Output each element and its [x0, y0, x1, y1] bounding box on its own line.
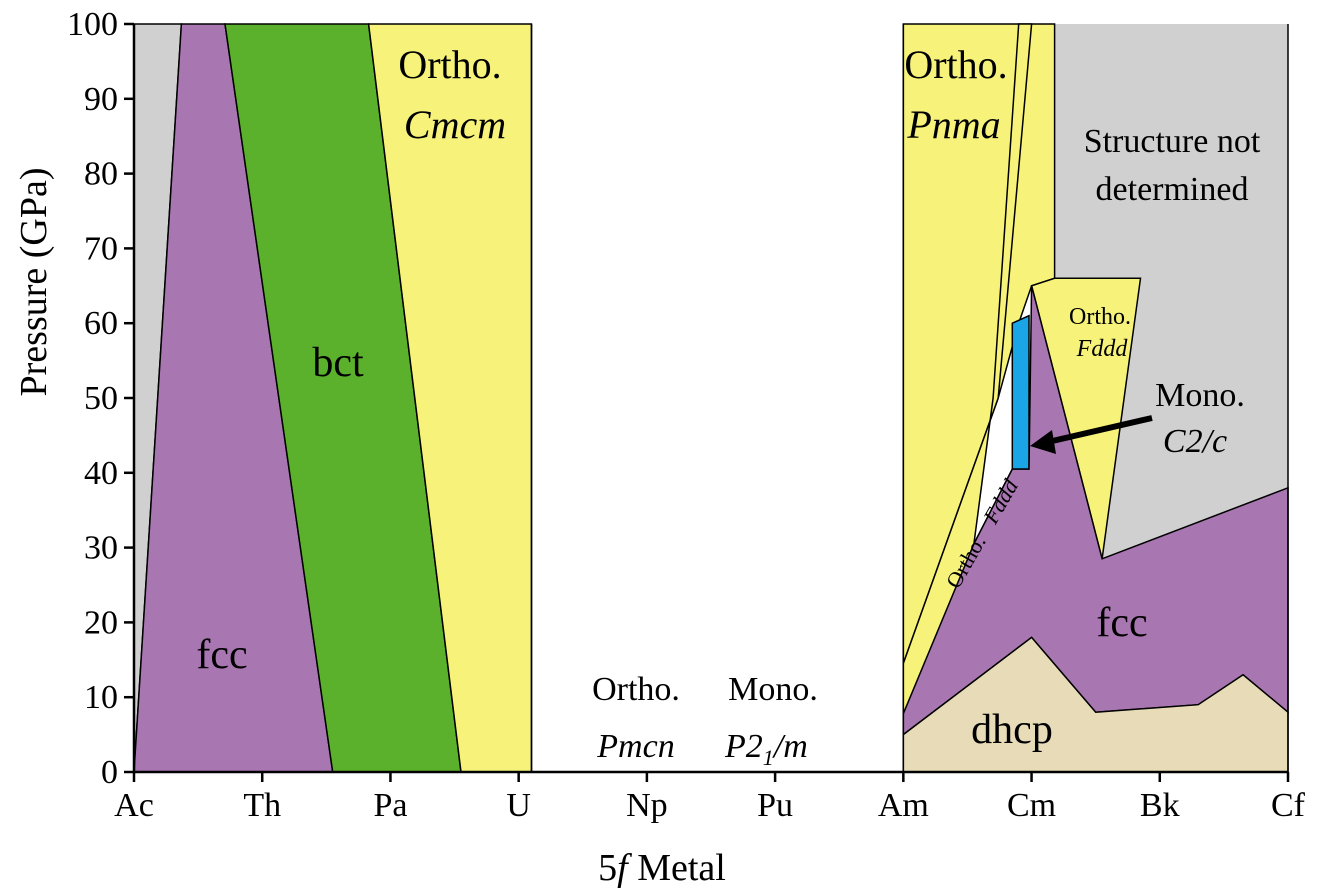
y-tick-label: 10 [84, 679, 118, 716]
label-p21m-p2: P2 [724, 728, 763, 765]
y-tick-label: 0 [101, 754, 118, 791]
label-p21m-top: Mono. [728, 671, 818, 708]
y-tick-label: 30 [84, 530, 118, 567]
label-c2c-bottom: C2/c [1163, 423, 1227, 460]
x-tick-label: U [506, 787, 531, 824]
label-undetermined-line1: Structure not [1084, 123, 1261, 160]
label-undetermined-line2: determined [1096, 171, 1249, 208]
label-p21m-m: /m [772, 728, 808, 765]
x-axis-title-suffix: Metal [628, 847, 726, 889]
region-labels: fcc bct Ortho. Cmcm Ortho. Pmcn Mono. P2… [196, 42, 1260, 770]
x-tick-label: Ac [114, 787, 154, 824]
region-c2c [1011, 314, 1030, 470]
x-tick-label: Np [626, 787, 668, 824]
label-p21m-bottom: P21/m [724, 728, 808, 770]
y-axis-title: Pressure (GPa) [13, 167, 55, 396]
y-tick-label: 100 [67, 6, 118, 43]
label-fddd-right-top: Ortho. [1069, 304, 1131, 330]
y-tick-label: 20 [84, 604, 118, 641]
y-tick-label: 80 [84, 156, 118, 193]
label-pnma-bottom: Pnma [906, 102, 1000, 147]
x-tick-label: Cm [1007, 787, 1056, 824]
x-tick-label: Cf [1271, 787, 1306, 824]
x-tick-label: Bk [1140, 787, 1180, 824]
c2c-pointer-arrow [1030, 415, 1153, 454]
label-pmcn-top: Ortho. [592, 671, 680, 708]
label-cmcm-bottom: Cmcm [404, 102, 506, 147]
y-tick-label: 60 [84, 305, 118, 342]
y-tick-label: 40 [84, 455, 118, 492]
label-c2c-top: Mono. [1155, 377, 1245, 414]
x-tick-label: Am [878, 787, 929, 824]
axes: 0 10 20 30 40 50 60 70 80 90 100 Ac Th Pa U Np Pu Am Cm Bk C… [67, 6, 1306, 824]
label-bct: bct [312, 340, 364, 386]
label-pnma-top: Ortho. [904, 42, 1007, 87]
x-axis-title: 5f Metal [598, 847, 726, 889]
arrow-shaft [1047, 415, 1153, 445]
label-pmcn-bottom: Pmcn [596, 728, 674, 765]
phase-regions [133, 23, 1289, 773]
label-dhcp: dhcp [971, 707, 1053, 753]
y-tick-label: 50 [84, 380, 118, 417]
x-axis-title-prefix: 5 [598, 847, 617, 889]
label-fddd-right-bottom: Fddd [1076, 336, 1129, 362]
x-tick-label: Pa [373, 787, 407, 824]
x-tick-label: Th [243, 787, 281, 824]
x-tick-label: Pu [757, 787, 793, 824]
region-undetermined [1054, 24, 1288, 559]
label-fcc-left: fcc [196, 632, 247, 678]
y-tick-label: 90 [84, 81, 118, 118]
y-tick-label: 70 [84, 230, 118, 267]
arrow-head [1030, 430, 1056, 454]
label-p21m-sub: 1 [763, 745, 774, 770]
label-fcc-right: fcc [1096, 600, 1147, 646]
label-cmcm-top: Ortho. [398, 42, 501, 87]
